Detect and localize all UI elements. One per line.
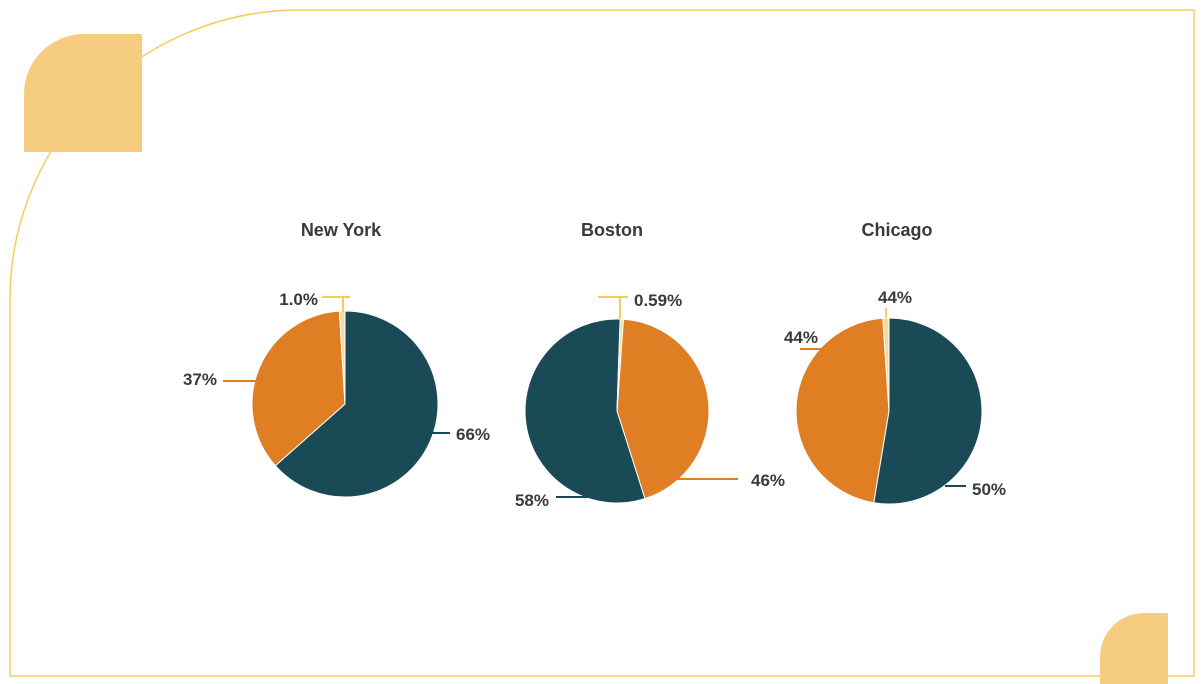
pie-slice-boston-1 [524,318,646,504]
pie-chart-new-york: 66% 37% 1.0% [183,290,490,498]
pie-chart-boston: 46% 58% 0.59% [515,291,785,510]
data-label-chicago-2: 44% [878,288,912,307]
pie-slice-chicago-2 [882,317,890,412]
data-label-new-york-2: 1.0% [279,290,318,309]
data-label-new-york-0: 66% [456,425,490,444]
data-label-chicago-0: 50% [972,480,1006,499]
corner-decoration-top-left [24,34,142,152]
data-label-chicago-1: 44% [784,328,818,347]
data-label-boston-1: 58% [515,491,549,510]
pie-slice-new-york-1 [251,310,346,467]
pie-slice-chicago-0 [873,317,983,505]
chart-title-chicago: Chicago [861,220,933,240]
chart-title-boston: Boston [581,220,643,240]
pie-slice-new-york-0 [274,310,439,498]
data-label-boston-0: 46% [751,471,785,490]
pie-slice-chicago-1 [795,317,890,504]
chart-title-new-york: New York [300,220,382,240]
pie-chart-chicago: 50% 44% 44% [784,288,1006,505]
data-label-boston-2: 0.59% [634,291,682,310]
pie-slice-boston-0 [616,318,710,500]
data-label-new-york-1: 37% [183,370,217,389]
pie-slice-boston-2 [616,318,624,412]
